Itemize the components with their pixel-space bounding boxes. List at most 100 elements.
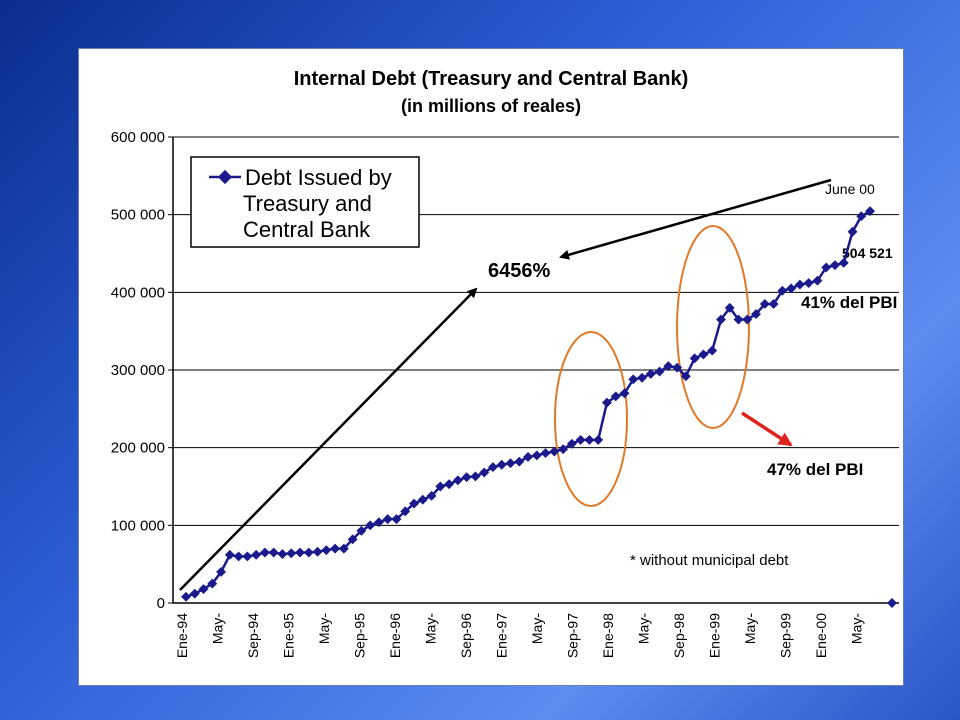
legend: Debt Issued by Treasury and Central Bank xyxy=(190,156,420,248)
chart-title: Internal Debt (Treasury and Central Bank… xyxy=(294,68,689,90)
data-point xyxy=(838,257,849,268)
data-point xyxy=(321,545,332,556)
data-point xyxy=(786,283,797,294)
data-point xyxy=(233,551,244,562)
growth-percent-label: 6456% xyxy=(488,260,550,282)
data-point xyxy=(602,397,612,408)
y-tick-label: 100 000 xyxy=(111,517,165,534)
data-point xyxy=(689,353,700,364)
highlight-ellipse-1998 xyxy=(554,331,628,507)
x-tick-label: May- xyxy=(210,613,226,644)
data-point xyxy=(338,543,349,554)
data-point xyxy=(444,479,455,490)
data-point xyxy=(680,371,691,382)
pct-gdp-41-label: 41% del PBI xyxy=(801,293,897,312)
series-debt xyxy=(181,206,897,608)
x-tick-label: May- xyxy=(742,613,758,644)
data-point xyxy=(610,391,621,402)
pct-gdp-47-label: 47% del PBI xyxy=(767,460,863,479)
debt-chart: Internal Debt (Treasury and Central Bank… xyxy=(111,68,899,658)
data-point xyxy=(347,534,358,545)
y-tick-label: 200 000 xyxy=(111,440,165,457)
data-point xyxy=(768,299,779,309)
data-point xyxy=(733,314,744,325)
data-point xyxy=(303,547,314,558)
data-point xyxy=(751,309,761,320)
data-point xyxy=(452,475,463,486)
red-arrow xyxy=(741,411,793,447)
data-point xyxy=(716,314,726,325)
chart-panel: Internal Debt (Treasury and Central Bank… xyxy=(78,48,904,686)
x-tick-label: Ene-95 xyxy=(281,613,297,658)
growth-arrow-up xyxy=(179,287,478,591)
x-tick-label: Sep-94 xyxy=(245,613,261,658)
data-point xyxy=(777,285,788,296)
x-tick-label: Ene-94 xyxy=(174,613,190,658)
data-point xyxy=(382,514,393,525)
x-tick-label: May- xyxy=(423,613,439,644)
data-point xyxy=(584,434,595,445)
data-point xyxy=(488,462,498,473)
data-point xyxy=(496,459,507,470)
data-point xyxy=(259,547,270,558)
data-point xyxy=(830,260,840,271)
chart-subtitle: (in millions of reales) xyxy=(401,96,581,116)
x-tick-label: Sep-98 xyxy=(671,613,687,658)
end-date-label: June 00 xyxy=(825,181,875,197)
x-tick-label: Ene-99 xyxy=(707,613,723,658)
data-point xyxy=(268,547,279,558)
data-point xyxy=(198,584,209,594)
data-point xyxy=(417,494,428,505)
data-point xyxy=(637,372,647,383)
data-point xyxy=(391,514,402,525)
x-tick-label: May- xyxy=(529,613,545,644)
data-point xyxy=(707,345,718,356)
data-point xyxy=(645,368,656,379)
y-axis-ticks: 600 000 500 000 400 000 300 000 200 000 100 0… xyxy=(111,129,173,612)
footnote: * without municipal debt xyxy=(630,552,789,569)
data-point xyxy=(865,206,876,217)
data-point xyxy=(479,467,490,478)
data-point xyxy=(856,211,867,222)
y-tick-label: 0 xyxy=(157,595,165,612)
data-point xyxy=(812,275,823,286)
data-point-final xyxy=(887,598,897,608)
growth-arrow-left xyxy=(559,178,832,260)
data-point xyxy=(759,299,770,309)
data-point xyxy=(724,302,735,313)
data-point xyxy=(216,566,227,577)
data-point xyxy=(470,471,481,482)
data-point xyxy=(400,506,411,517)
x-axis-ticks: Ene-94 May- Sep-94 Ene-95 May- Sep-95 Ene-96 Ma… xyxy=(174,613,865,658)
x-tick-label: Sep-97 xyxy=(565,613,581,658)
axes xyxy=(172,137,899,604)
data-point xyxy=(628,374,639,385)
end-value-label: 504 521 xyxy=(842,245,893,261)
data-point xyxy=(549,446,560,457)
highlight-ellipse-1999 xyxy=(676,225,750,429)
data-point xyxy=(619,388,630,399)
x-tick-label: Sep-99 xyxy=(778,613,794,658)
data-point xyxy=(593,434,604,445)
legend-line-2: Treasury and xyxy=(243,191,372,216)
y-tick-label: 600 000 xyxy=(111,129,165,146)
x-tick-label: May- xyxy=(849,613,865,644)
data-point xyxy=(365,520,376,531)
x-tick-label: May- xyxy=(316,613,332,644)
data-point xyxy=(742,314,753,325)
data-point xyxy=(356,525,367,536)
data-point xyxy=(435,481,446,492)
data-point xyxy=(821,262,832,273)
data-point xyxy=(461,472,472,483)
y-tick-label: 500 000 xyxy=(111,207,165,224)
x-tick-label: May- xyxy=(636,613,652,644)
data-point xyxy=(566,438,577,449)
data-point xyxy=(514,456,525,467)
data-point xyxy=(523,452,533,462)
x-tick-label: Ene-98 xyxy=(600,613,616,658)
data-point xyxy=(330,543,341,554)
data-point xyxy=(698,349,709,360)
x-tick-label: Ene-97 xyxy=(494,613,510,658)
data-point xyxy=(794,279,805,290)
data-point xyxy=(409,498,419,509)
